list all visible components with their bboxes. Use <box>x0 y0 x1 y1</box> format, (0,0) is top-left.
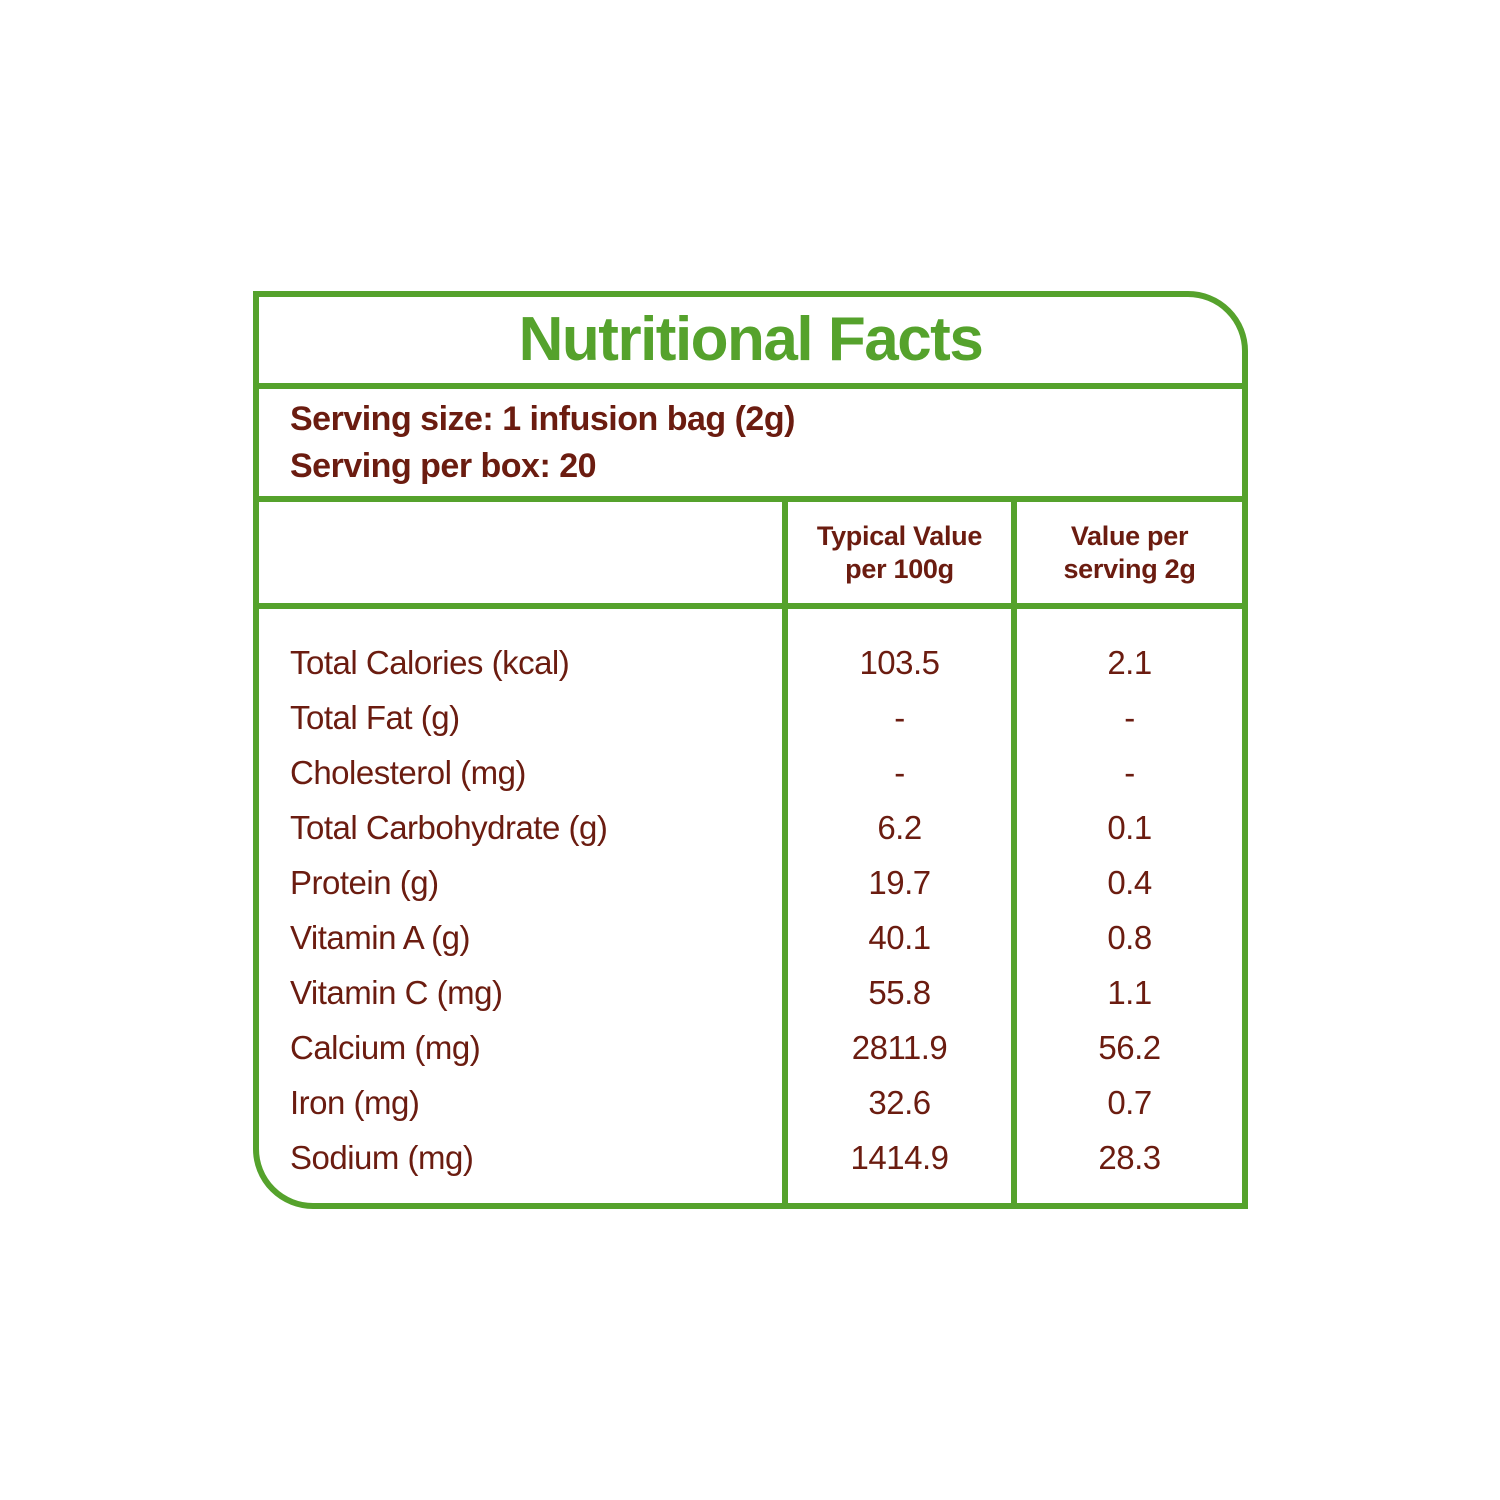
row-label: Vitamin A (g) <box>290 918 470 956</box>
row-value-per-100g: 6.2 <box>877 808 922 846</box>
row-value-per-100g: 103.5 <box>859 643 940 681</box>
table-row: Calcium (mg) 2811.9 56.2 <box>259 1020 1242 1075</box>
serving-size-text: Serving size: 1 infusion bag (2g) <box>290 399 795 438</box>
header-typical-value: Typical Value per 100g <box>788 520 1011 585</box>
table-row: Total Fat (g) - - <box>259 690 1242 745</box>
header-value-per-serving-line2: serving 2g <box>1063 553 1196 584</box>
serving-section: Serving size: 1 infusion bag (2g) Servin… <box>259 389 1242 496</box>
table-row: Sodium (mg) 1414.9 28.3 <box>259 1130 1242 1185</box>
row-value-per-serving: 0.8 <box>1107 918 1152 956</box>
table-row: Protein (g) 19.7 0.4 <box>259 855 1242 910</box>
row-value-per-100g: 1414.9 <box>850 1138 949 1176</box>
divider-under-title <box>259 383 1242 389</box>
row-value-per-serving: - <box>1124 753 1135 791</box>
row-label: Protein (g) <box>290 863 439 901</box>
column-divider-2 <box>1011 502 1017 1203</box>
row-value-per-100g: - <box>894 698 905 736</box>
row-value-per-serving: 0.4 <box>1107 863 1152 901</box>
row-label: Total Carbohydrate (g) <box>290 808 608 846</box>
row-label: Iron (mg) <box>290 1083 420 1121</box>
divider-under-header <box>259 603 1242 609</box>
row-value-per-serving: 28.3 <box>1098 1138 1161 1176</box>
row-label: Cholesterol (mg) <box>290 753 526 791</box>
row-value-per-serving: 0.1 <box>1107 808 1152 846</box>
nutrition-facts-panel: Nutritional Facts Serving size: 1 infusi… <box>253 291 1248 1209</box>
row-value-per-100g: 19.7 <box>868 863 931 901</box>
page-title: Nutritional Facts <box>518 305 984 374</box>
title-section: Nutritional Facts <box>259 297 1242 383</box>
header-typical-value-line1: Typical Value <box>816 521 983 552</box>
row-value-per-serving: 56.2 <box>1098 1028 1161 1066</box>
table-row: Total Carbohydrate (g) 6.2 0.1 <box>259 800 1242 855</box>
row-label: Vitamin C (mg) <box>290 973 503 1011</box>
table-body: Total Calories (kcal) 103.5 2.1 Total Fa… <box>259 609 1242 1203</box>
table-row: Vitamin A (g) 40.1 0.8 <box>259 910 1242 965</box>
serving-per-box-text: Serving per box: 20 <box>290 446 597 485</box>
row-value-per-serving: 0.7 <box>1107 1083 1152 1121</box>
row-value-per-100g: 32.6 <box>868 1083 931 1121</box>
row-value-per-serving: - <box>1124 698 1135 736</box>
row-label: Sodium (mg) <box>290 1138 474 1176</box>
row-value-per-100g: 55.8 <box>868 973 931 1011</box>
table-row: Vitamin C (mg) 55.8 1.1 <box>259 965 1242 1020</box>
table-row: Iron (mg) 32.6 0.7 <box>259 1075 1242 1130</box>
header-value-per-serving-line1: Value per <box>1070 521 1189 552</box>
row-label: Calcium (mg) <box>290 1028 481 1066</box>
column-divider-1 <box>782 502 788 1203</box>
row-label: Total Calories (kcal) <box>290 643 570 681</box>
row-value-per-100g: 2811.9 <box>851 1028 948 1066</box>
row-value-per-100g: - <box>894 753 905 791</box>
header-typical-value-line2: per 100g <box>845 553 954 584</box>
nutrition-table: Typical Value per 100g Value per serving… <box>259 502 1242 1203</box>
row-value-per-serving: 2.1 <box>1107 643 1152 681</box>
table-row: Total Calories (kcal) 103.5 2.1 <box>259 635 1242 690</box>
table-row: Cholesterol (mg) - - <box>259 745 1242 800</box>
table-header-row: Typical Value per 100g Value per serving… <box>259 502 1242 603</box>
row-value-per-serving: 1.1 <box>1107 973 1152 1011</box>
row-value-per-100g: 40.1 <box>868 918 931 956</box>
row-label: Total Fat (g) <box>290 698 460 736</box>
header-value-per-serving: Value per serving 2g <box>1017 520 1242 585</box>
divider-under-serving <box>259 496 1242 502</box>
